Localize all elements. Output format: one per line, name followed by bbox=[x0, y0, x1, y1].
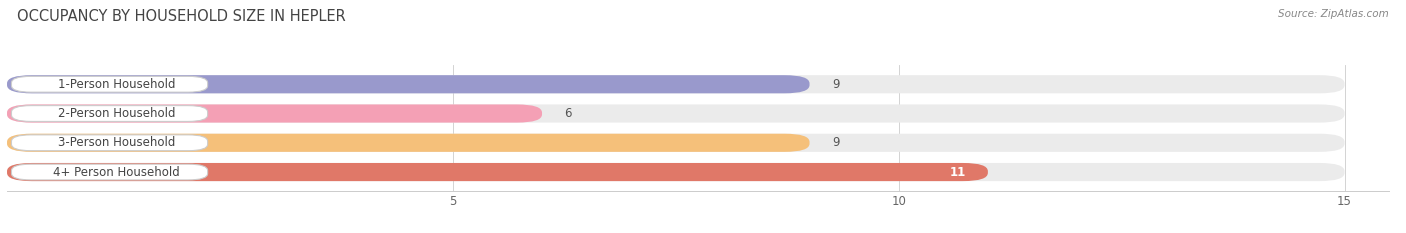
FancyBboxPatch shape bbox=[7, 163, 1344, 181]
FancyBboxPatch shape bbox=[7, 163, 988, 181]
Text: OCCUPANCY BY HOUSEHOLD SIZE IN HEPLER: OCCUPANCY BY HOUSEHOLD SIZE IN HEPLER bbox=[17, 9, 346, 24]
FancyBboxPatch shape bbox=[7, 75, 810, 93]
Text: 3-Person Household: 3-Person Household bbox=[58, 136, 176, 149]
FancyBboxPatch shape bbox=[11, 164, 208, 180]
FancyBboxPatch shape bbox=[11, 106, 208, 121]
FancyBboxPatch shape bbox=[7, 134, 1344, 152]
Text: 9: 9 bbox=[832, 78, 839, 91]
Text: 4+ Person Household: 4+ Person Household bbox=[53, 165, 180, 178]
Text: 6: 6 bbox=[564, 107, 572, 120]
FancyBboxPatch shape bbox=[7, 104, 1344, 123]
Text: 11: 11 bbox=[949, 165, 966, 178]
FancyBboxPatch shape bbox=[11, 76, 208, 92]
Text: 9: 9 bbox=[832, 136, 839, 149]
FancyBboxPatch shape bbox=[11, 135, 208, 151]
Text: 2-Person Household: 2-Person Household bbox=[58, 107, 176, 120]
Text: 1-Person Household: 1-Person Household bbox=[58, 78, 176, 91]
Text: Source: ZipAtlas.com: Source: ZipAtlas.com bbox=[1278, 9, 1389, 19]
FancyBboxPatch shape bbox=[7, 134, 810, 152]
FancyBboxPatch shape bbox=[7, 75, 1344, 93]
FancyBboxPatch shape bbox=[7, 104, 543, 123]
